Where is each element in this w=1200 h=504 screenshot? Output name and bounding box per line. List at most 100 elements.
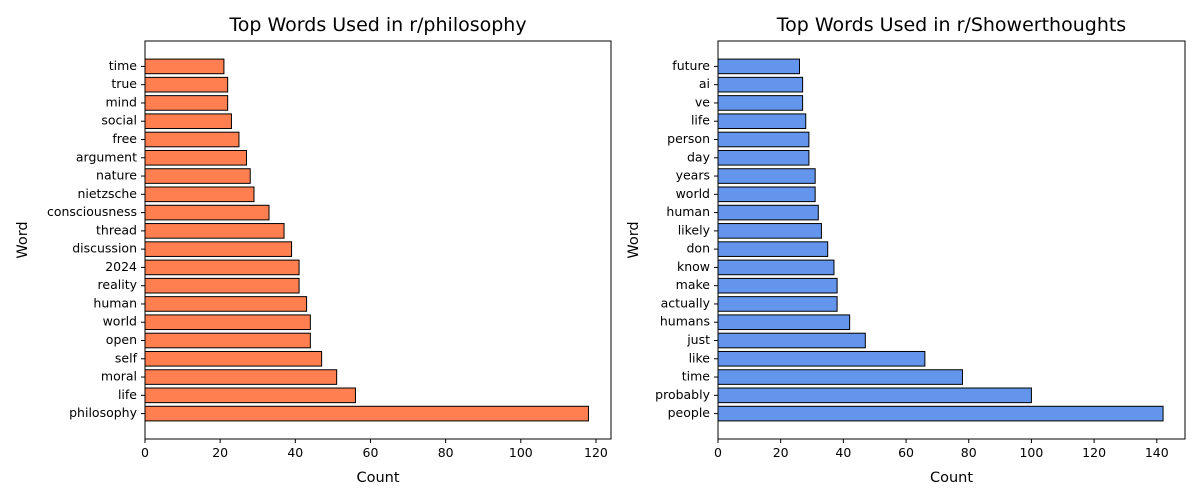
- showerthoughts-xtick-label: 40: [835, 445, 851, 460]
- showerthoughts-ytick-label: don: [686, 241, 710, 256]
- philosophy-bar-world: [144, 314, 311, 331]
- philosophy-ytick-label: true: [111, 76, 137, 91]
- showerthoughts-ytick-label: like: [689, 350, 711, 365]
- showerthoughts-bar-ve: [717, 95, 804, 111]
- showerthoughts-ytick-label: humans: [660, 314, 710, 329]
- showerthoughts-x-axis-label: Count: [930, 470, 973, 486]
- showerthoughts-bar-life: [717, 113, 807, 130]
- showerthoughts-bar-person: [717, 131, 810, 148]
- philosophy-ytick-label: consciousness: [47, 204, 137, 219]
- philosophy-bar-open: [144, 332, 311, 349]
- showerthoughts-xtick-label: 80: [961, 445, 977, 460]
- philosophy-bar-free: [144, 131, 240, 148]
- showerthoughts-axes-frame: [717, 40, 1186, 440]
- showerthoughts-bar-likely: [717, 223, 822, 239]
- showerthoughts-ytick-label: day: [687, 149, 711, 164]
- philosophy-bar-nature: [144, 168, 251, 184]
- philosophy-bar-self: [144, 350, 323, 367]
- showerthoughts-ytick-label: years: [676, 168, 710, 183]
- philosophy-bar-2024: [144, 259, 300, 276]
- showerthoughts-ytick-label: ve: [695, 94, 710, 109]
- showerthoughts-ytick-label: human: [666, 204, 710, 219]
- showerthoughts-ytick-label: actually: [661, 295, 711, 310]
- showerthoughts-bar-future: [717, 58, 800, 75]
- philosophy-x-axis-label: Count: [356, 470, 399, 486]
- showerthoughts-xtick-label: 20: [773, 445, 789, 460]
- philosophy-bar-consciousness: [144, 204, 270, 221]
- philosophy-bar-nietzsche: [144, 186, 255, 203]
- showerthoughts-bar-human: [717, 204, 819, 221]
- philosophy-chart-title: Top Words Used in r/philosophy: [228, 14, 526, 36]
- showerthoughts-bar-probably: [717, 387, 1032, 404]
- philosophy-ytick-label: discussion: [72, 241, 137, 256]
- showerthoughts-ytick-label: time: [682, 369, 711, 384]
- philosophy-ytick-label: 2024: [105, 259, 137, 274]
- showerthoughts-bar-ai: [717, 76, 804, 93]
- philosophy-ytick-label: thread: [96, 222, 137, 237]
- philosophy-y-axis-label: Word: [15, 221, 31, 258]
- philosophy-ytick-label: reality: [98, 277, 138, 292]
- showerthoughts-ytick-label: just: [686, 332, 710, 347]
- showerthoughts-ytick-label: people: [668, 405, 711, 420]
- showerthoughts-bar-know: [717, 259, 835, 276]
- showerthoughts-xtick-label: 140: [1145, 445, 1169, 460]
- philosophy-ytick-label: philosophy: [69, 405, 137, 420]
- showerthoughts-bar-world: [717, 186, 816, 203]
- showerthoughts-chart-title: Top Words Used in r/Showerthoughts: [776, 14, 1126, 36]
- philosophy-ytick-label: social: [101, 113, 137, 128]
- philosophy-bar-human: [144, 296, 308, 312]
- showerthoughts-bar-day: [717, 149, 810, 166]
- philosophy-bar-moral: [144, 369, 338, 385]
- showerthoughts-bar-don: [717, 241, 829, 257]
- showerthoughts-bar-years: [717, 168, 816, 184]
- philosophy-ytick-label: open: [106, 332, 137, 347]
- showerthoughts-ytick-label: make: [676, 277, 711, 292]
- philosophy-ytick-label: nietzsche: [77, 186, 137, 201]
- philosophy-ytick-label: time: [109, 58, 138, 73]
- showerthoughts-bar-time: [717, 369, 963, 385]
- philosophy-ytick-label: free: [112, 131, 137, 146]
- showerthoughts-ytick-label: life: [691, 113, 710, 128]
- philosophy-bar-life: [144, 387, 356, 404]
- philosophy-bar-thread: [144, 223, 285, 239]
- philosophy-bar-social: [144, 113, 232, 130]
- showerthoughts-chart-panel: people probably time like just humans actually…: [626, 14, 1186, 486]
- philosophy-chart-panel: philosophy life moral self open world human rea…: [15, 14, 612, 486]
- showerthoughts-xtick-label: 100: [1019, 445, 1043, 460]
- philosophy-xtick-label: 80: [438, 445, 454, 460]
- showerthoughts-bar-like: [717, 350, 926, 367]
- showerthoughts-bar-just: [717, 332, 866, 349]
- philosophy-ytick-label: human: [93, 295, 137, 310]
- philosophy-bar-reality: [144, 277, 300, 294]
- philosophy-ytick-label: self: [115, 350, 138, 365]
- philosophy-bar-mind: [144, 95, 229, 111]
- showerthoughts-ytick-label: know: [677, 259, 710, 274]
- philosophy-xtick-label: 40: [287, 445, 303, 460]
- showerthoughts-ytick-label: ai: [699, 76, 710, 91]
- showerthoughts-xtick-label: 0: [714, 445, 722, 460]
- showerthoughts-xtick-label: 60: [898, 445, 914, 460]
- showerthoughts-ytick-label: person: [667, 131, 710, 146]
- philosophy-xtick-label: 20: [212, 445, 228, 460]
- showerthoughts-bar-people: [717, 405, 1164, 422]
- philosophy-bar-argument: [144, 149, 247, 166]
- showerthoughts-xtick-label: 120: [1082, 445, 1106, 460]
- philosophy-bar-true: [144, 76, 229, 93]
- showerthoughts-ytick-label: world: [676, 186, 710, 201]
- philosophy-ytick-label: nature: [96, 168, 137, 183]
- showerthoughts-ytick-label: likely: [678, 222, 711, 237]
- philosophy-bar-philosophy: [144, 405, 589, 422]
- philosophy-ytick-label: argument: [76, 149, 137, 164]
- philosophy-bar-discussion: [144, 241, 293, 257]
- philosophy-bar-time: [144, 58, 225, 75]
- showerthoughts-ytick-label: future: [672, 58, 710, 73]
- philosophy-xtick-label: 60: [363, 445, 379, 460]
- showerthoughts-ytick-label: probably: [655, 387, 710, 402]
- philosophy-ytick-label: world: [103, 314, 137, 329]
- showerthoughts-bar-make: [717, 277, 838, 294]
- philosophy-ytick-label: moral: [101, 369, 137, 384]
- philosophy-xtick-label: 120: [584, 445, 608, 460]
- showerthoughts-bar-actually: [717, 296, 838, 312]
